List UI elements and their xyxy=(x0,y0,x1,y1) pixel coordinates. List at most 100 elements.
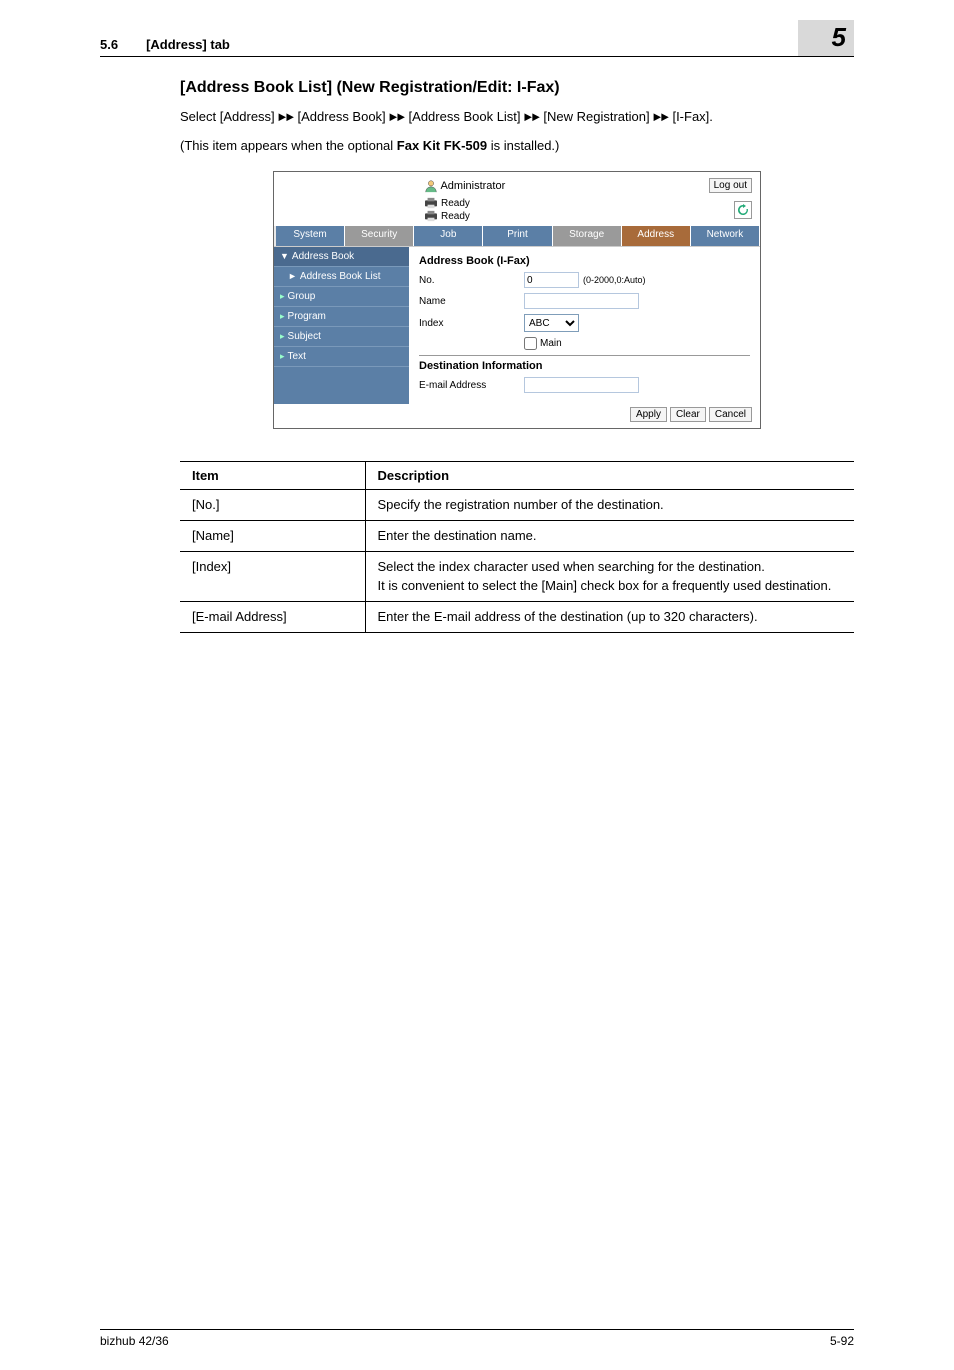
form-row-email: E-mail Address xyxy=(419,377,750,393)
sidebar-item-address-book[interactable]: ▼Address Book xyxy=(274,247,409,267)
sidebar-label: Text xyxy=(288,351,306,362)
note-pre: (This item appears when the optional xyxy=(180,138,397,153)
refresh-button[interactable] xyxy=(734,201,752,219)
main-panel: Address Book (I-Fax) No. (0-2000,0:Auto)… xyxy=(409,247,760,404)
note-post: is installed.) xyxy=(487,138,559,153)
crumb-text: [Address Book] xyxy=(298,109,390,124)
install-note: (This item appears when the optional Fax… xyxy=(180,136,854,156)
table-row: [E-mail Address]Enter the E-mail address… xyxy=(180,601,854,632)
page-footer: bizhub 42/36 5-92 xyxy=(100,1329,854,1348)
refresh-icon xyxy=(737,204,749,216)
crumb-text: [Address Book List] xyxy=(409,109,525,124)
footer-page: 5-92 xyxy=(830,1334,854,1348)
status-row: Ready Ready xyxy=(274,195,760,226)
triangle-right-icon: ▸ xyxy=(280,331,285,341)
sidebar-item-address-book-list[interactable]: ►Address Book List xyxy=(274,267,409,287)
crumb-text: [I-Fax]. xyxy=(672,109,712,124)
arrow-icon: ►► xyxy=(278,110,294,125)
admin-text: Administrator xyxy=(440,179,505,191)
th-description: Description xyxy=(365,462,854,490)
section-title: [Address] tab xyxy=(146,37,230,52)
name-input[interactable] xyxy=(524,293,639,309)
table-row: [Name]Enter the destination name. xyxy=(180,521,854,552)
tab-print[interactable]: Print xyxy=(483,226,552,246)
printer-icon xyxy=(424,197,438,209)
triangle-down-icon: ▼ xyxy=(280,251,289,261)
screenshot-body: ▼Address Book ►Address Book List ▸Group … xyxy=(274,246,760,404)
tab-bar: System Security Job Print Storage Addres… xyxy=(274,226,760,246)
tab-storage[interactable]: Storage xyxy=(553,226,622,246)
table-row: [Index]Select the index character used w… xyxy=(180,552,854,601)
sidebar-label: Address Book xyxy=(292,251,354,262)
email-input[interactable] xyxy=(524,377,639,393)
arrow-icon: ►► xyxy=(653,110,669,125)
header-left: 5.6 [Address] tab xyxy=(100,37,230,52)
triangle-right-icon: ▸ xyxy=(280,291,285,301)
clear-button[interactable]: Clear xyxy=(670,407,706,422)
triangle-right-icon: ▸ xyxy=(280,351,285,361)
td-description: Enter the E-mail address of the destinat… xyxy=(365,601,854,632)
form-row-index: Index ABC xyxy=(419,314,750,332)
no-hint: (0-2000,0:Auto) xyxy=(583,275,646,285)
sidebar-item-program[interactable]: ▸Program xyxy=(274,307,409,327)
no-input[interactable] xyxy=(524,272,579,288)
sidebar-item-subject[interactable]: ▸Subject xyxy=(274,327,409,347)
td-description: Select the index character used when sea… xyxy=(365,552,854,601)
td-item: [Name] xyxy=(180,521,365,552)
sidebar-label: Program xyxy=(288,311,326,322)
cancel-button[interactable]: Cancel xyxy=(709,407,752,422)
index-label: Index xyxy=(419,318,524,329)
sidebar-label: Group xyxy=(288,291,316,302)
sidebar-item-group[interactable]: ▸Group xyxy=(274,287,409,307)
tab-security[interactable]: Security xyxy=(345,226,414,246)
sidebar-label: Subject xyxy=(288,331,321,342)
logout-button[interactable]: Log out xyxy=(709,178,752,193)
form-row-name: Name xyxy=(419,293,750,309)
index-select[interactable]: ABC xyxy=(524,314,579,332)
name-label: Name xyxy=(419,296,524,307)
panel-title: Address Book (I-Fax) xyxy=(419,255,750,267)
no-label: No. xyxy=(419,275,524,286)
content-area: [Address Book List] (New Registration/Ed… xyxy=(180,79,854,633)
screenshot-topbar: Administrator Log out xyxy=(274,172,760,195)
triangle-right-icon: ► xyxy=(288,271,297,281)
admin-label: Administrator xyxy=(424,179,505,193)
button-row: Apply Clear Cancel xyxy=(274,404,760,428)
breadcrumb-path: Select [Address] ►► [Address Book] ►► [A… xyxy=(180,107,854,128)
dest-info-title: Destination Information xyxy=(419,360,750,372)
separator-line xyxy=(419,355,750,356)
page-header: 5.6 [Address] tab 5 xyxy=(100,20,854,57)
arrow-icon: ►► xyxy=(389,110,405,125)
td-description: Enter the destination name. xyxy=(365,521,854,552)
arrow-icon: ►► xyxy=(524,110,540,125)
main-checkbox[interactable] xyxy=(524,337,537,350)
printer-icon xyxy=(424,210,438,222)
table-row: [No.]Specify the registration number of … xyxy=(180,490,854,521)
tab-network[interactable]: Network xyxy=(691,226,760,246)
form-row-no: No. (0-2000,0:Auto) xyxy=(419,272,750,288)
note-bold: Fax Kit FK-509 xyxy=(397,138,487,153)
sidebar-item-text[interactable]: ▸Text xyxy=(274,347,409,367)
crumb-text: [New Registration] xyxy=(543,109,653,124)
main-label: Main xyxy=(540,338,562,349)
status-line: Ready xyxy=(424,197,470,209)
status-stack: Ready Ready xyxy=(424,197,470,222)
sidebar-label: Address Book List xyxy=(300,271,381,282)
user-icon xyxy=(424,179,438,193)
apply-button[interactable]: Apply xyxy=(630,407,667,422)
screenshot-panel: Administrator Log out Ready Ready System xyxy=(273,171,761,429)
description-table: Item Description [No.]Specify the regist… xyxy=(180,461,854,633)
page-heading: [Address Book List] (New Registration/Ed… xyxy=(180,79,854,97)
td-item: [E-mail Address] xyxy=(180,601,365,632)
crumb-text: Select [Address] xyxy=(180,109,278,124)
tab-address[interactable]: Address xyxy=(622,226,691,246)
section-number: 5.6 xyxy=(100,37,118,52)
td-item: [Index] xyxy=(180,552,365,601)
tab-job[interactable]: Job xyxy=(414,226,483,246)
td-description: Specify the registration number of the d… xyxy=(365,490,854,521)
footer-model: bizhub 42/36 xyxy=(100,1334,169,1348)
tab-system[interactable]: System xyxy=(276,226,345,246)
triangle-right-icon: ▸ xyxy=(280,311,285,321)
status-line: Ready xyxy=(424,210,470,222)
ready-text: Ready xyxy=(441,211,470,222)
